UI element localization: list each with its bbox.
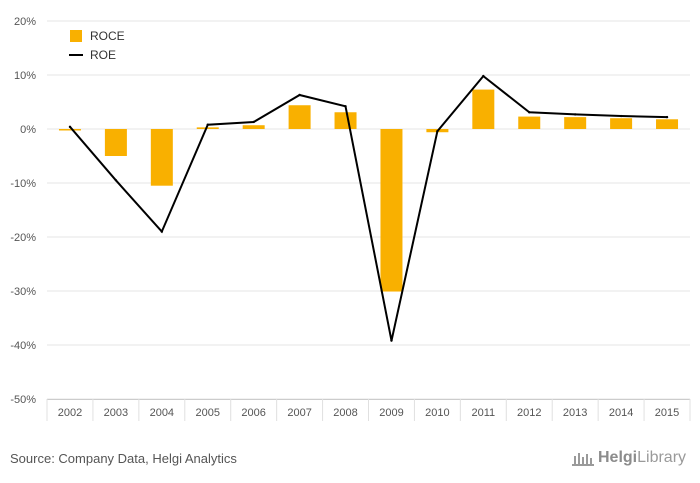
roce-bar [196,127,219,129]
roce-bar [58,129,81,131]
x-tick-label: 2009 [379,407,403,419]
roe-point [114,179,118,182]
roe-point [252,120,255,124]
roe-line-series [68,74,669,342]
roce-bars [58,89,679,292]
y-tick-label: -40% [10,340,36,352]
legend: ROCE ROE [69,29,125,62]
roce-bar [610,118,633,129]
y-tick-label: -50% [10,394,36,406]
legend-roce-swatch [70,30,82,42]
library-icon [572,453,594,466]
y-tick-label: -20% [10,232,36,244]
x-tick-label: 2002 [58,407,82,419]
x-axis: 2002 2003 2004 2005 2006 2007 2008 2009 2010 2011… [46,399,691,421]
x-tick-label: 2015 [655,407,679,419]
roce-bar [380,129,403,292]
roe-point [206,123,209,126]
brand-logo: HelgiLibrary [571,449,686,467]
y-tick-label: -30% [10,286,36,298]
x-tick-label: 2011 [471,407,495,419]
roce-bar [150,129,173,186]
roce-bar [656,119,679,129]
x-tick-label: 2012 [517,407,541,419]
roce-bar [518,116,541,129]
x-tick-label: 2014 [609,407,633,419]
roce-bar [564,117,587,129]
x-tick-label: 2004 [150,407,174,419]
x-tick-label: 2007 [287,407,311,419]
roe-point [436,129,439,133]
x-tick-label: 2008 [333,407,357,419]
legend-roe-label: ROE [90,48,116,62]
x-tick-label: 2003 [104,407,128,419]
y-axis: 20% 10% 0% -10% -20% -30% -40% -50% [10,16,36,406]
y-tick-label: -10% [10,178,36,190]
roe-point [160,230,164,233]
brand-name: HelgiLibrary [598,449,687,466]
roce-bar [472,89,495,129]
roe-point [344,105,347,108]
roe-point [390,339,393,342]
x-tick-label: 2006 [241,407,265,419]
roce-bar [334,112,357,129]
roe-point [298,93,301,97]
roe-line [69,74,668,341]
x-tick-label: 2010 [425,407,449,419]
y-tick-label: 10% [14,70,36,82]
x-tick-label: 2005 [196,407,220,419]
roce-bar [288,105,311,129]
roce-bar [242,125,265,129]
roe-point [528,111,531,114]
y-tick-label: 0% [20,124,36,136]
roe-point [482,74,485,78]
legend-roce-label: ROCE [90,29,125,43]
roe-point [68,125,72,129]
roe-point [573,113,577,116]
roce-bar [104,129,127,156]
x-tick-label: 2013 [563,407,587,419]
roe-point [665,115,669,119]
source-note: Source: Company Data, Helgi Analytics [10,451,237,466]
y-tick-label: 20% [14,16,36,28]
roe-point [619,114,623,118]
